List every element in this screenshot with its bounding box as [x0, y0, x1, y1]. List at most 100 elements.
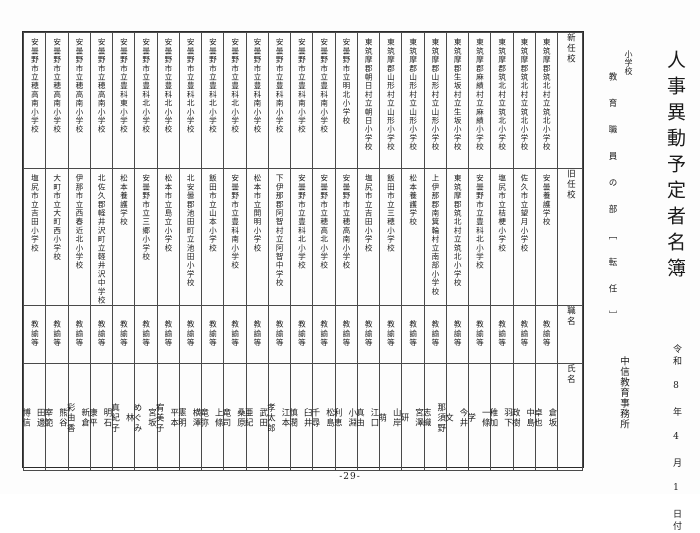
table-cell: 安曇野市立豊科北小学校 [467, 168, 492, 306]
table-cell: 安曇野市立豊科東小学校 [111, 32, 136, 169]
table-cell: 田邊 博信 [21, 362, 47, 471]
old-school-value: 安曇野市立豊科南小学校 [230, 174, 240, 270]
table-cell: 教諭等 [45, 304, 69, 364]
roster-table: 安曇野市立穂高南小学校 安曇野市立穂高南小学校 安曇野市立穂高南小学校 安曇野市立穂高… [21, 32, 583, 471]
table-cell: 上條 竜弥 [200, 362, 225, 471]
table-cell: 桑原 竜司 [222, 362, 247, 471]
cell-content: 佐久市立望月小学校 [514, 169, 535, 305]
cell-content: 塩尻市立桔梗小学校 [491, 169, 512, 305]
table-cell: 東筑摩郡生坂村立生坂小学校 [445, 32, 470, 169]
table-cell: 教諭等 [356, 304, 381, 364]
table-row: 教諭等 教諭等 教諭等 教諭等 教諭等 教諭等 教諭等 教諭等 教諭等 教諭等 教諭等 教諭等 教諭等 教… [22, 304, 583, 364]
new-school-value: 安曇野市立豊科北小学校 [230, 38, 240, 134]
cell-content: 教諭等 [202, 306, 223, 363]
table-cell: 安曇野市立穂高南小学校 [22, 32, 47, 169]
table-cell: 北佐久郡軽井沢町立軽井沢中学校 [89, 168, 114, 306]
new-school-value: 安曇野市立豊科北小学校 [163, 38, 173, 134]
new-school-value: 安曇野市立豊科南小学校 [275, 38, 285, 134]
table-cell: 横澤 憲明 [177, 362, 203, 471]
given-name: 真紀子 [110, 403, 121, 434]
old-school-value: 伊那市立西春近北小学校 [74, 174, 84, 270]
table-cell: 安曇野市立豊科南小学校 [223, 168, 247, 306]
old-school-value: 飯田市立山本小学校 [208, 174, 218, 253]
person-name: 松島 千尋 [310, 364, 336, 470]
cell-content: 安曇野市立豊科南小学校 [269, 33, 290, 168]
table-cell: 東筑摩郡筑北村立筑北小学校 [534, 32, 559, 169]
table-cell: 東筑摩郡山形村立山形小学校 [401, 32, 425, 169]
cell-content: 安曇野市立豊科東小学校 [113, 33, 134, 168]
table-cell: 安曇野市立三郷小学校 [134, 168, 158, 306]
cell-content: 教諭等 [158, 306, 179, 363]
family-name: 武田 [258, 408, 269, 429]
person-name: 倉坂 卓也 [533, 364, 558, 470]
cell-content: 東筑摩郡山形村立山形小学校 [425, 33, 446, 168]
table-cell: 平本 宥美子 [155, 362, 180, 471]
cell-content: 教諭等 [46, 306, 67, 363]
old-school-value: 下伊那郡阿智村立阿智中学校 [275, 174, 285, 288]
old-school-value: 松本市立島立小学校 [163, 174, 173, 253]
person-name: 平本 宥美子 [155, 364, 180, 470]
cell-content: 飯田市立三穂小学校 [380, 169, 401, 305]
given-name: 研 [399, 413, 410, 424]
table-cell: 東筑摩郡山形村立山形小学校 [378, 32, 403, 169]
cell-content: 東筑摩郡生坂村立生坂小学校 [447, 33, 468, 168]
table-cell: 山岸萌 [378, 362, 403, 471]
new-school-value: 安曇野市立穂高南小学校 [30, 38, 40, 134]
post-value: 教諭等 [319, 320, 329, 348]
given-name: 宰範 [43, 408, 54, 429]
given-name: 千尋 [310, 408, 321, 429]
given-name: 政樹 [511, 408, 522, 429]
new-school-value: 東筑摩郡生坂村立生坂小学校 [453, 38, 463, 152]
post-value: 教諭等 [186, 320, 196, 348]
table-cell: 下伊那郡阿智村立阿智中学校 [267, 168, 292, 306]
old-school-value: 松本養護学校 [408, 174, 418, 227]
family-name: 明石 [103, 408, 113, 429]
family-name: 熊谷 [58, 408, 69, 429]
cell-content: 松本市立島立小学校 [158, 169, 179, 305]
person-name: 宮澤研 [399, 364, 425, 470]
cell-content: 安曇野市立豊科北小学校 [224, 33, 245, 168]
table-cell: 伊那市立西春近北小学校 [67, 168, 91, 306]
given-name: 文 [444, 413, 455, 424]
cell-content: 安曇野市立豊科南小学校 [224, 169, 245, 305]
post-value: 教諭等 [275, 320, 285, 348]
table-cell: 安曇野市立明北小学校 [334, 32, 358, 169]
family-name: 一條 [481, 408, 492, 429]
cell-content: 安曇野市立豊科北小学校 [135, 33, 156, 168]
table-cell: 大町市立大町西小学校 [45, 168, 69, 306]
person-name: 横澤 憲明 [177, 364, 202, 470]
post-value: 教諭等 [430, 320, 440, 348]
cell-content: 飯田市立山本小学校 [202, 169, 223, 305]
post-value: 教諭等 [341, 320, 351, 348]
cell-content: 安曇野市立穂高北小学校 [313, 169, 334, 305]
given-name: 博信 [21, 408, 32, 429]
person-name: 明石 康平 [88, 364, 113, 470]
family-name: 臼井 [303, 408, 314, 429]
cell-content: 安曇野市立穂高南小学校 [46, 33, 67, 168]
page-number: -29- [339, 472, 361, 482]
person-name: 臼井 慎潤 [288, 364, 314, 470]
new-school-value: 安曇野市立豊科北小学校 [186, 38, 196, 134]
cell-content: 教諭等 [291, 306, 312, 363]
cell-content: 東筑摩郡山形村立山形小学校 [402, 33, 423, 168]
table-cell: 宮澤研 [399, 362, 425, 471]
cell-content: 伊那市立西春近北小学校 [69, 169, 90, 305]
family-name: 横澤 [192, 408, 202, 429]
table-cell: 安曇野市立豊科北小学校 [289, 168, 314, 306]
old-school-value: 佐久市立望月小学校 [519, 174, 529, 253]
given-name: 慎潤 [288, 408, 299, 429]
cell-content: 教諭等 [469, 306, 490, 363]
table-cell: 中島 政樹 [511, 362, 536, 471]
new-school-value: 東筑摩郡山形村立山形小学校 [408, 38, 418, 152]
table-cell: 上伊那郡南箕輪村立南部小学校 [423, 168, 447, 306]
new-school-value: 東筑摩郡筑北村立筑北小学校 [519, 38, 529, 152]
table-cell: 安曇野市立豊科南小学校 [267, 32, 292, 169]
old-school-value: 東筑摩郡筑北村立筑北小学校 [453, 174, 463, 288]
cell-content: 教諭等 [24, 306, 45, 363]
table-cell: 明石 康平 [88, 362, 114, 471]
family-name: 新倉 [80, 408, 91, 429]
cell-content: 教諭等 [313, 306, 334, 363]
family-name: 那須野 [436, 403, 447, 434]
cell-content: 下伊那郡阿智村立阿智中学校 [269, 169, 290, 305]
table-cell: 佐久市立望月小学校 [512, 168, 536, 306]
